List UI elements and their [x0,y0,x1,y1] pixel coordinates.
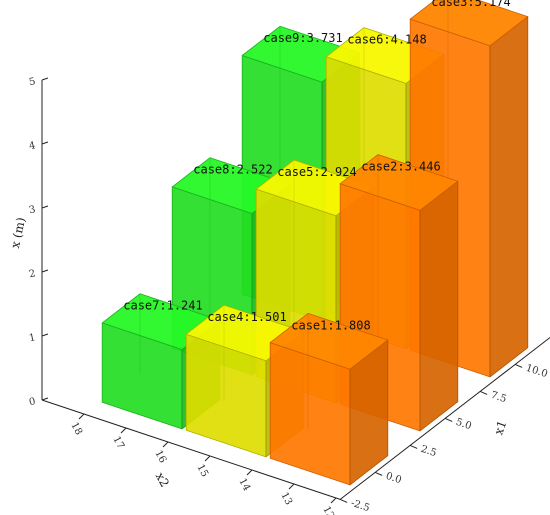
z-tick-label: 3 [28,204,37,216]
z-tick-label: 5 [28,76,37,88]
bar-face-top [339,154,459,211]
x1-tick-label: 7.5 [489,390,508,405]
bar-data-label: case4:1.501 [207,310,286,324]
x2-tick-label: 12 [320,505,336,515]
z-tick-label: 1 [28,332,37,344]
bar-data-label: case9:3.731 [263,31,342,45]
bar-data-label: case1:1.808 [291,318,370,332]
bar-data-label: case5:2.924 [277,165,356,179]
x2-tick-mark [78,413,85,420]
x2-tick-mark [120,427,127,434]
z-tick-mark [41,269,49,273]
z-axis-title: x (m) [8,216,28,250]
x1-tick-label: 10.0 [524,363,549,380]
x1-tick-mark [340,498,348,503]
bars-layer [101,0,529,486]
x2-axis-line [41,399,341,500]
x2-tick-label: 18 [68,421,84,437]
z-tick-mark [41,205,49,209]
labels-layer: case9:3.731 case6:4.148 case8:2.522 case3:5… [123,0,510,332]
bar-data-label: case7:1.241 [123,299,202,313]
bar-data-label: case3:5.174 [431,0,510,9]
x1-tick-mark [480,390,488,395]
bar-data-label: case8:2.522 [193,163,272,177]
x2-tick-mark [162,441,169,448]
x2-tick-label: 13 [278,491,294,507]
bar-data-label: case6:4.148 [347,33,426,47]
z-tick-label: 4 [28,140,37,152]
x2-axis-title: x2 [153,470,172,489]
x1-tick-mark [515,363,523,368]
x1-tick-mark [410,444,418,449]
z-tick-mark [41,141,49,145]
z-tick-mark [41,397,49,401]
x2-tick-mark [246,469,253,476]
x1-tick-label: 0.0 [384,471,403,486]
z-tick-mark [41,333,49,337]
z-tick-label: 2 [28,268,37,280]
bar-face-top [269,312,389,370]
x1-tick-label: 2.5 [419,444,438,459]
x2-tick-label: 15 [194,463,210,479]
x2-tick-mark [330,497,337,504]
x2-tick-mark [204,455,211,462]
x1-tick-mark [445,417,453,422]
x2-tick-mark [288,483,295,490]
x1-tick-label: 5.0 [454,417,473,432]
bar-face-side [419,180,459,432]
bar-data-label: case2:3.446 [361,159,440,173]
x1-tick-label: -2.5 [349,498,371,514]
x1-tick-mark [375,471,383,476]
z-tick-label: 0 [28,396,37,408]
x2-tick-label: 16 [152,449,168,465]
x2-tick-label: 17 [110,435,126,451]
z-tick-mark [41,77,49,81]
bar-face-side [489,16,529,378]
x1-axis-title: x1 [491,418,509,436]
bar-face-top [409,0,529,47]
bar [269,312,389,486]
x2-tick-label: 14 [236,477,252,493]
